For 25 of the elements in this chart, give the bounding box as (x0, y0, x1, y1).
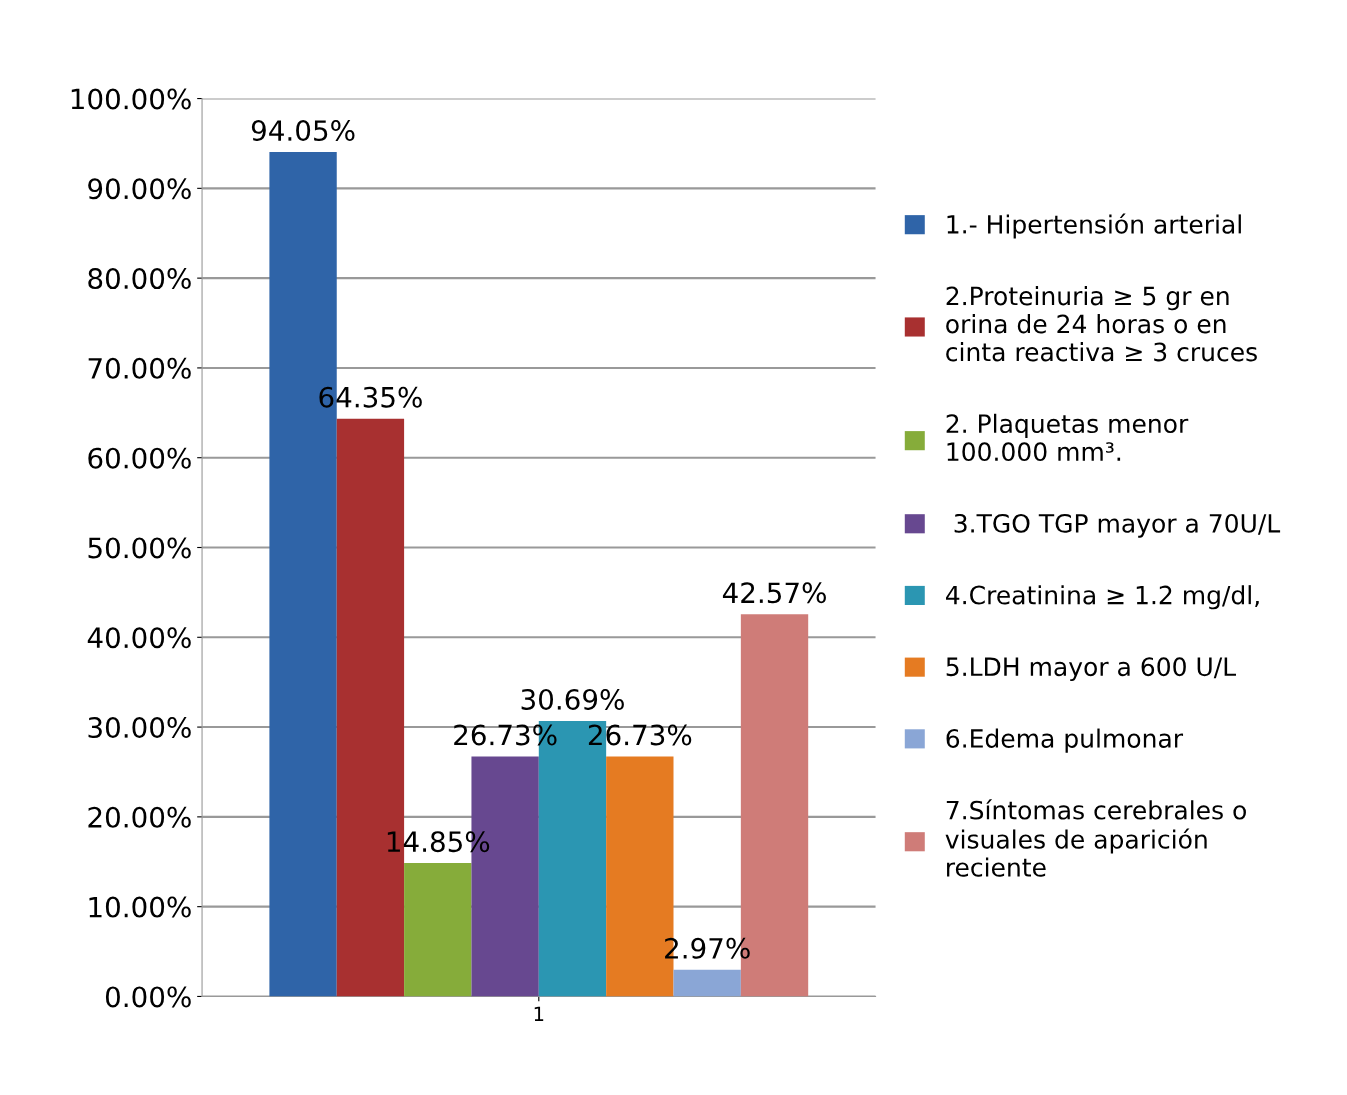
legend-label: 4.Creatinina ≥ 1.2 mg/dl, (946, 585, 1259, 610)
y-tick-label: 100.00% (71, 88, 191, 110)
y-tick-label: 90.00% (88, 178, 191, 200)
legend-label: 3.TGO TGP mayor a 70U/L (954, 513, 1281, 538)
data-label: 30.69% (521, 688, 624, 710)
legend-label: 2. Plaquetas menor 100.000 mm³. (946, 413, 1189, 462)
y-tick-label: 0.00% (105, 986, 191, 1008)
bar (404, 863, 472, 997)
y-tick-label: 60.00% (88, 447, 191, 469)
data-label: 42.57% (722, 582, 826, 604)
y-tick-label: 40.00% (87, 627, 191, 649)
legend-label: 2.Proteinuria ≥ 5 gr en orina de 24 horas o en cinta reactiva ≥ 3 cruces (946, 286, 1257, 362)
legend-label: 1.- Hipertensión arterial (947, 213, 1241, 239)
legend-label: 5.LDH mayor a 600 U/L (946, 657, 1236, 682)
y-tick-label: 10.00% (89, 896, 191, 918)
legend-label: 7.Síntomas cerebrales o visuales de aparición reciente (945, 799, 1246, 877)
y-tick-label: 50.00% (88, 537, 191, 559)
y-tick-label: 80.00% (88, 268, 191, 290)
bar (673, 969, 741, 997)
x-tick-label: 1 (534, 1006, 544, 1021)
y-tick-label: 20.00% (88, 806, 191, 828)
y-tick-label: 30.00% (88, 717, 191, 739)
data-label: 94.05% (251, 120, 355, 142)
y-tick-label: 70.00% (88, 357, 191, 379)
legend-label: 6.Edema pulmonar (946, 728, 1184, 753)
